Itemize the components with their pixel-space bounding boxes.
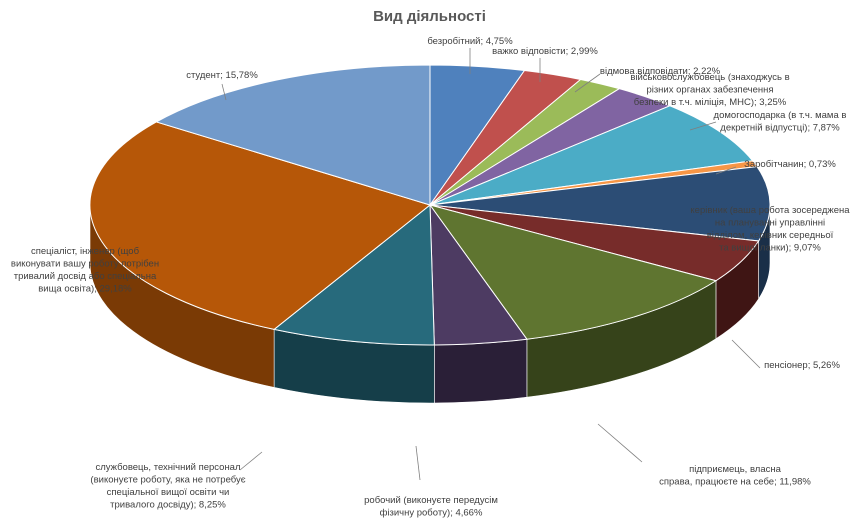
leader-line: [731, 339, 761, 369]
data-label: студент; 15,78%: [186, 70, 258, 81]
leader-line: [574, 73, 601, 93]
data-label: робочий (виконуєте передусім фізичну робо…: [364, 495, 498, 519]
pie-slice: [428, 204, 718, 340]
data-label: безробітний; 4,75%: [427, 36, 513, 47]
data-label: Заробітчанин; 0,73%: [744, 159, 836, 170]
data-label: керівник (ваша робота зосереджена на план…: [690, 205, 850, 254]
data-label: військовослужбовець (знаходжусь в різних …: [630, 72, 789, 108]
leader-line: [715, 166, 737, 175]
data-label: підприємець, власна справа, працюєте на с…: [659, 464, 811, 488]
chart-title: Вид діяльності: [373, 8, 486, 25]
data-label: спеціаліст, інженер (щоб виконувати вашу …: [11, 246, 159, 295]
pie-slice: [272, 203, 435, 346]
data-label: відмова відповідати; 2,22%: [600, 66, 721, 77]
pie-slice: [89, 121, 432, 330]
data-label: пенсіонер; 5,26%: [764, 360, 840, 371]
data-label: домогосподарка (в т.ч. мама в декретній в…: [714, 110, 847, 134]
pie-slice-side: [434, 338, 528, 404]
leader-line: [415, 445, 421, 481]
leader-line: [221, 83, 227, 101]
data-label: важко відповісти; 2,99%: [492, 46, 598, 57]
leader-line: [689, 121, 717, 131]
data-label: службовець, технічний персонал (виконуєте…: [90, 462, 245, 511]
pie-slice: [155, 64, 431, 206]
leader-line: [597, 423, 643, 463]
pie-slice: [429, 105, 754, 206]
leader-line: [239, 451, 263, 471]
pie-slice: [429, 166, 771, 242]
